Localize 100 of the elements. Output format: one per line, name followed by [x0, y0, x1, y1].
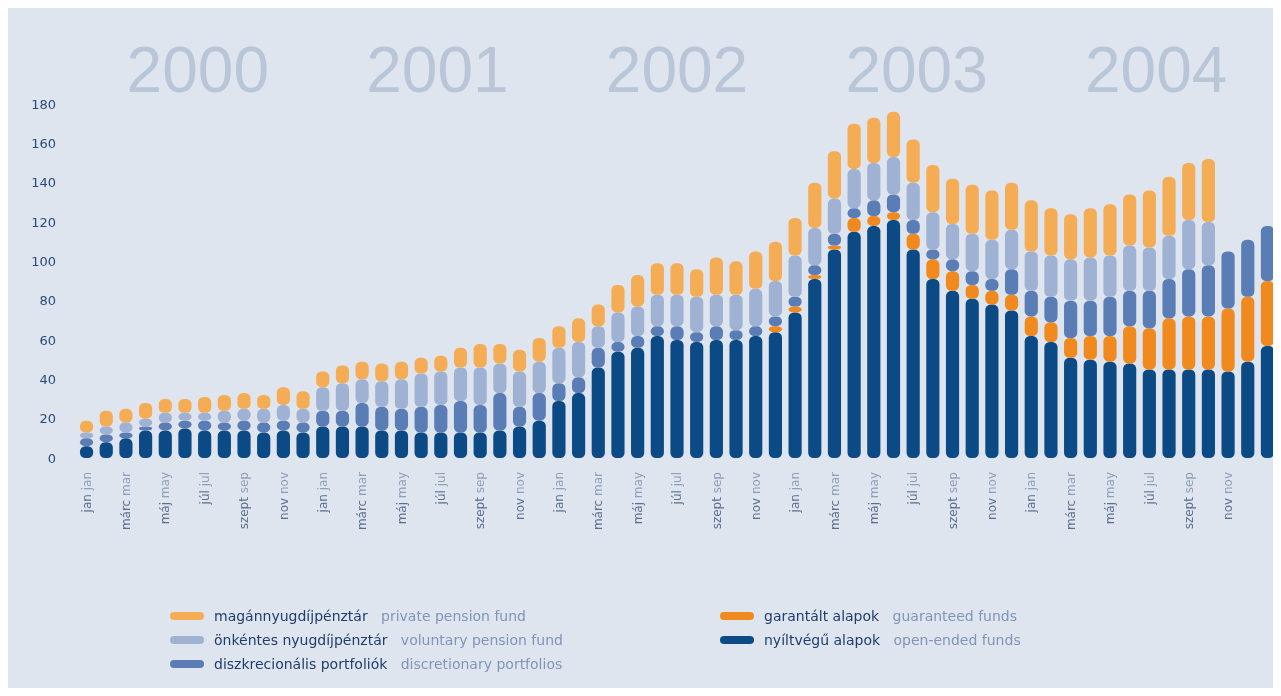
bar [768, 281, 782, 317]
bar [1142, 369, 1156, 458]
bar [808, 279, 822, 458]
bar [375, 430, 389, 458]
x-tick-label: nov nov [1221, 472, 1236, 520]
bar [512, 349, 527, 372]
x-tick-label: jan jan [1024, 472, 1039, 514]
bar [276, 430, 290, 458]
bar [788, 218, 802, 256]
bar [1182, 163, 1196, 221]
bar [493, 393, 507, 431]
bar [650, 294, 664, 327]
bar [1221, 251, 1235, 309]
bar [1103, 255, 1117, 297]
bar [1162, 318, 1176, 370]
bar [552, 326, 566, 348]
y-tick-label: 160 [31, 135, 56, 151]
bar [631, 347, 645, 458]
bar [709, 340, 723, 458]
bar [512, 406, 527, 427]
bar [1201, 369, 1215, 458]
bar [512, 371, 527, 407]
bar [788, 312, 802, 458]
bar [178, 428, 192, 458]
x-tick-label: júl jul [1142, 472, 1157, 506]
bar [1241, 361, 1255, 458]
legend-label: önkéntes nyugdíjpénztár voluntary pension fund [214, 631, 563, 648]
bar [906, 139, 920, 183]
bar [847, 123, 861, 169]
bar [729, 340, 743, 458]
bar [217, 430, 231, 458]
bar [709, 257, 723, 295]
bar [1123, 194, 1137, 246]
bar [1064, 338, 1078, 358]
x-tick-label: márc mar [1063, 471, 1078, 531]
y-tick-label: 0 [47, 450, 56, 466]
bar [493, 430, 507, 458]
y-tick-label: 20 [39, 411, 56, 427]
bar [886, 111, 901, 158]
bar [591, 326, 605, 348]
bar [788, 255, 802, 297]
bar [1201, 159, 1215, 222]
bar [552, 400, 566, 458]
bar [1162, 369, 1176, 458]
bar [729, 261, 743, 295]
bar [453, 432, 468, 458]
bar [493, 363, 507, 394]
bar [1103, 361, 1117, 458]
x-tick-label: máj may [630, 472, 645, 525]
bar [335, 426, 350, 458]
bar [867, 163, 881, 201]
bar [1083, 257, 1097, 301]
bar [1044, 208, 1058, 256]
bar [1064, 300, 1078, 339]
bar [1103, 296, 1117, 337]
bar [1083, 208, 1097, 258]
bar [473, 367, 487, 405]
bar [1201, 222, 1215, 266]
bar [591, 347, 605, 368]
bar [1241, 296, 1255, 362]
bar [453, 367, 468, 401]
bar [1024, 251, 1038, 291]
bar [749, 251, 763, 289]
bar [1064, 259, 1078, 301]
bar [611, 351, 625, 458]
bar [847, 168, 861, 209]
bar [886, 157, 901, 195]
bar [1123, 326, 1137, 364]
bar [1123, 363, 1137, 458]
bar [906, 182, 920, 221]
bar [1103, 204, 1117, 256]
legend-label: diszkrecionális portfoliók discretionary portfolios [214, 655, 563, 672]
x-tick-label: máj may [1103, 472, 1118, 525]
x-tick-label: szept sep [945, 472, 960, 530]
bar [198, 430, 212, 458]
bar [808, 275, 822, 280]
bar [1221, 308, 1235, 372]
x-tick-label: szept sep [1181, 472, 1196, 530]
bar [1103, 336, 1117, 362]
bar [1004, 310, 1019, 458]
x-tick-label: nov nov [748, 472, 763, 520]
bar [1004, 269, 1019, 295]
bar [886, 220, 901, 458]
bar [591, 304, 605, 327]
y-tick-label: 60 [39, 332, 56, 348]
bar [1064, 357, 1078, 458]
bar [867, 225, 881, 458]
bar [1162, 235, 1176, 280]
bar [572, 341, 586, 378]
x-tick-label: márc mar [591, 471, 606, 531]
bar [690, 341, 704, 458]
bar [808, 182, 822, 228]
bar [257, 432, 271, 458]
x-tick-label: márc mar [827, 471, 842, 531]
bar [1142, 328, 1156, 370]
bar [965, 298, 979, 458]
bar [375, 381, 389, 407]
bar [355, 379, 369, 403]
bar [985, 304, 999, 458]
y-tick-label: 180 [31, 96, 56, 112]
